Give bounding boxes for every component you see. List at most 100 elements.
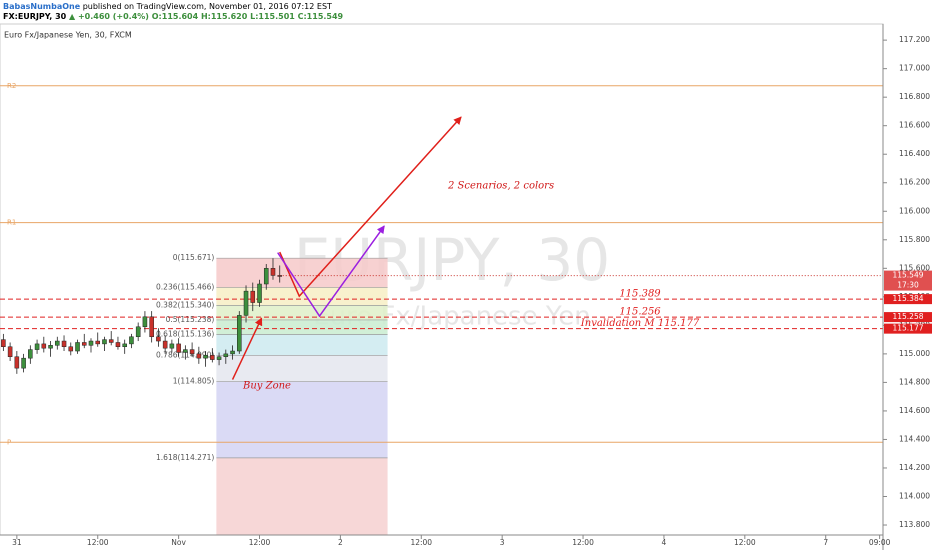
y-tick-label: 116.000 — [899, 206, 930, 215]
candle-body — [81, 342, 87, 346]
candle-body — [223, 353, 229, 357]
candle-body — [189, 349, 195, 355]
fib-band — [216, 334, 388, 356]
candle-body — [7, 346, 13, 357]
candle-body — [1, 339, 6, 348]
publish-line: BabasNumbaOne published on TradingView.c… — [3, 2, 332, 12]
plot-area — [0, 23, 884, 536]
candle-body — [41, 343, 47, 349]
last-price-tag — [884, 270, 932, 291]
candle-body — [183, 349, 188, 353]
x-tick-label: 3 — [500, 538, 505, 547]
candle-body — [14, 356, 20, 369]
pivot-label: R2 — [7, 82, 16, 90]
candle-body — [122, 343, 127, 348]
author[interactable]: BabasNumbaOne — [3, 2, 81, 11]
y-tick-label: 113.800 — [899, 520, 930, 529]
pivot-label: R1 — [7, 219, 16, 227]
y-tick-label: 116.400 — [899, 149, 930, 158]
y-tick-label: 115.000 — [899, 349, 930, 358]
x-tick-label: 12:00 — [410, 538, 432, 547]
level-tag-label: 115.177 — [892, 324, 923, 333]
level-tag-label: 115.258 — [892, 312, 923, 321]
annotation: Buy Zone — [242, 381, 291, 392]
candle-body — [203, 355, 208, 359]
x-tick-label: Nov — [171, 538, 186, 547]
x-tick-label: 09:00 — [869, 538, 891, 547]
y-tick-label: 114.200 — [899, 463, 930, 472]
x-tick-label: 2 — [338, 538, 343, 547]
fib-label: 1.618(114.271) — [156, 453, 214, 462]
y-tick-label: 115.800 — [899, 235, 930, 244]
y-tick-label: 115.600 — [899, 263, 930, 272]
candle-body — [108, 339, 114, 343]
chart-title: Euro Fx/Japanese Yen, 30, FXCM — [4, 31, 132, 40]
candle-body — [156, 336, 161, 342]
fib-band — [216, 258, 388, 288]
candle-body — [55, 340, 60, 346]
candle-body — [176, 343, 181, 353]
fib-band — [216, 355, 388, 382]
candle-body — [270, 268, 276, 276]
candle-body — [169, 343, 175, 349]
fib-band — [216, 319, 388, 335]
candle-body — [210, 355, 215, 360]
candle-body — [196, 353, 202, 359]
y-tick-label: 114.000 — [899, 491, 930, 500]
candle-body — [68, 346, 74, 352]
candle-body — [257, 283, 262, 303]
x-tick-label: 7 — [823, 538, 828, 547]
level-tag — [884, 294, 932, 305]
arrow — [231, 317, 263, 380]
x-tick-label: 12:00 — [734, 538, 756, 547]
fib-label: 0(115.671) — [173, 253, 215, 262]
y-tick-label: 114.600 — [899, 406, 930, 415]
x-tick-label: 31 — [12, 538, 22, 547]
candle-body — [61, 340, 67, 347]
change: ▲ +0.460 (+0.4%) — [69, 12, 149, 21]
quote-line: FX:EURJPY, 30 ▲ +0.460 (+0.4%) O:115.604… — [3, 12, 343, 22]
candle-body — [243, 290, 249, 316]
candle-body — [263, 268, 269, 285]
x-tick-label: 12:00 — [249, 538, 271, 547]
candle-body — [277, 275, 283, 277]
fib-band — [216, 381, 388, 458]
candle-body — [21, 357, 26, 369]
candle-body — [88, 340, 94, 346]
candle-body — [230, 350, 235, 355]
y-tick-label: 116.800 — [899, 92, 930, 101]
fib-label: 0.382(115.340) — [156, 300, 214, 309]
candle-body — [129, 336, 134, 345]
candle-body — [34, 343, 40, 350]
candle-body — [115, 342, 121, 347]
candle-body — [250, 290, 256, 303]
candle-body — [162, 340, 168, 349]
fib-band — [216, 305, 388, 320]
pivot-label: P — [7, 438, 11, 446]
candle-body — [95, 340, 101, 345]
candle-body — [216, 356, 222, 360]
level-note: 115.389 — [619, 289, 661, 300]
arrow — [277, 225, 385, 318]
ohlc: O:115.604 H:115.620 L:115.501 C:115.549 — [151, 12, 344, 21]
published: published on TradingView.com, November 0… — [82, 2, 332, 11]
fib-label: 0.618(115.136) — [156, 329, 214, 338]
candle-body — [142, 316, 148, 328]
fib-label: 0.5(115.238) — [166, 315, 215, 324]
last-price-time: 17:30 — [897, 281, 919, 290]
y-tick-label: 114.400 — [899, 434, 930, 443]
y-tick-label: 117.000 — [899, 64, 930, 73]
last-price-label: 115.549 — [892, 271, 923, 280]
candle-body — [135, 326, 141, 338]
candle-body — [149, 316, 154, 338]
fib-label: 0.236(115.466) — [156, 282, 214, 291]
symbol: FX:EURJPY, 30 — [3, 12, 67, 21]
candle-body — [28, 349, 33, 359]
level-note: Invalidation M 115.177 — [580, 318, 700, 329]
candle-body — [102, 339, 107, 345]
level-tag — [884, 323, 932, 334]
level-tag-label: 115.384 — [892, 294, 923, 303]
x-tick-label: 4 — [662, 538, 667, 547]
y-tick-label: 116.600 — [899, 121, 930, 130]
